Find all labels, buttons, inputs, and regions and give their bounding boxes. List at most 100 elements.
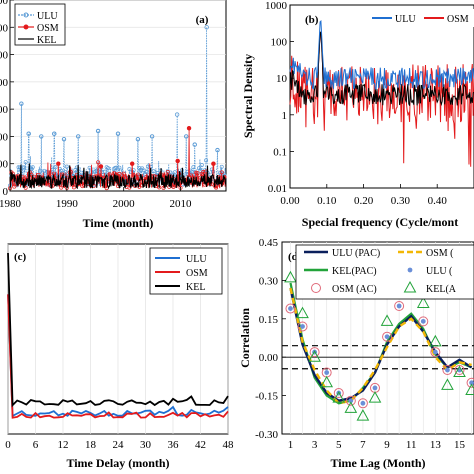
panel-b-label: (b) [305,14,319,26]
panel-b: 0.01 0.1 1 10 100 1000 0.00 0.10 0.20 0.30 0.40 (… [241,0,474,229]
panel-a-data-point [43,173,48,178]
panel-b-x-tick-label: 0.10 [317,195,337,207]
panel-d-kel-ac-point [356,409,370,421]
panel-a-data-point [30,165,35,170]
panel-b-x-tick-label: 0.40 [428,195,448,207]
panel-d-kel-ac-point [429,334,442,347]
panel-a-data-point [103,169,108,174]
panel-a-x-ticks: 1980 1990 2000 2010 [0,187,192,210]
panel-b-y-tick-label: 0.1 [273,146,287,158]
panel-d-ulu-ac-point [445,367,450,373]
panel-b-legend-box [370,9,474,27]
panel-a-data-point [195,171,200,176]
panel-a-y-tick-label: 0 [3,186,9,198]
panel-b-y-tick-label: 1 [282,110,288,122]
panel-a-data-point [189,169,194,174]
panel-d-y-ticks: -0.30 -0.15 0.00 0.15 0.30 0.45 [255,237,286,441]
panel-c-series-osm [7,294,229,419]
panel-a-spike-point [39,134,44,139]
panel-a-data-point [106,166,111,171]
panel-d-legend-label: OSM ( [426,248,454,259]
panel-d-kel-ac-point [416,296,430,308]
panel-a-series [8,25,227,191]
panel-a-legend-label: ULU [37,11,58,22]
panel-d-ulu-ac-point [469,380,474,386]
panel-c-x-tick-label: 0 [5,439,11,451]
panel-d-ulu-ac-point [348,398,354,404]
panel-b-y-axis-label: Spectral Density [241,54,255,138]
panel-a-legend-marker [23,24,29,30]
panel-c-x-tick-label: 24 [113,439,125,451]
panel-d-ulu-ac-point [300,324,305,329]
panel-a-spike-point [76,134,81,139]
panel-d-kel-ac-point [296,306,309,319]
panel-d-ulu-ac-point [396,303,402,309]
panel-a-data-point [17,165,22,170]
panel-a-data-point [111,171,116,176]
panel-a-data-point [199,162,204,167]
panel-a-data-point [131,173,136,178]
panel-a-data-point [135,172,140,177]
panel-a-spike-point [26,131,31,136]
panel-a-data-point [59,168,64,173]
panel-a-spike-point [211,161,216,166]
panel-a-data-point [165,170,170,174]
panel-a-x-tick-label: 1990 [56,198,79,210]
panel-a-spike-point [192,142,197,147]
panel-d-ulu-ac-point [288,306,293,311]
panel-d-legend-label: KEL(A [426,284,457,295]
panel-a-spike-point [95,128,101,134]
panel-d-ulu-ac-point [432,349,438,355]
panel-c-x-tick-label: 6 [33,439,39,451]
panel-d-y-tick-label: -0.30 [255,429,278,441]
panel-a-data-point [114,165,119,170]
panel-b-y-ticks: 0.01 0.1 1 10 100 1000 [265,0,294,195]
panel-c-x-ticks: 0 6 12 18 24 30 36 42 48 [5,439,234,451]
panel-b-series-ulu [289,20,474,90]
panel-a-data-point [96,160,101,165]
panel-d-ulu-ac-point [324,370,330,375]
panel-d-legend: ULU (PAC) OSM (KEL(PAC) ULU (OSM (AC) KEL(A [304,248,457,295]
panel-c-x-tick-label: 36 [168,439,180,451]
panel-a-series-kel [9,163,227,190]
panel-d-y-tick-label: 0.45 [259,237,279,249]
panel-d-legend-marker [407,267,413,273]
panel-d-y-tick-label: 0.15 [259,314,279,326]
panel-a-y-tick-label: 00 [0,77,9,89]
panel-a-data-point [71,185,76,190]
panel-a-x-axis-label: Time (month) [83,216,154,230]
panel-d-kel-ac-point [344,401,358,413]
panel-d-x-tick-label: 3 [312,439,318,451]
panel-c-series-kel [7,252,229,408]
panel-a-data-point [64,164,69,169]
panel-a-y-tick-label: 00 [0,104,9,116]
panel-d-y-tick-label: -0.15 [255,391,278,403]
panel-b-x-tick-label: 0.20 [354,195,374,207]
panel-a-y-ticks: 000000000000000 [0,0,14,198]
panel-b-series [289,20,474,167]
panel-a-spike-point [184,134,189,139]
panel-a-spike-point [130,161,135,166]
panel-d-legend-label: OSM (AC) [332,284,377,295]
panel-a-y-tick-label: 00 [0,159,9,171]
panel-d-ulu-ac-point [420,318,426,324]
panel-d-series-line [289,287,472,405]
panel-a-y-tick-label: 00 [0,131,9,143]
panel-a-data-point [63,170,68,175]
panel-d-x-tick-label: 7 [360,439,366,451]
panel-d-legend-label: KEL(PAC) [332,266,377,277]
panel-c: 0 6 12 18 24 30 36 42 48 (c) ULU OSM KEL Time Dela… [5,243,234,470]
panel-d-x-tick-label: 5 [336,439,342,451]
panel-a-data-point [123,174,128,179]
panel-a-x-tick-label: 2010 [170,198,193,210]
panel-a-data-point [23,160,28,164]
panel-c-x-tick-label: 12 [58,439,69,451]
panel-c-legend-label: OSM [186,268,208,279]
panel-c-legend: ULU OSM KEL [155,254,208,293]
panel-a-spike-point [135,136,141,142]
panel-a-data-point [117,165,122,170]
panel-a-spike-point [186,126,192,131]
panel-b-y-tick-label: 10 [276,73,288,85]
panel-b-y-tick-label: 100 [271,37,288,49]
